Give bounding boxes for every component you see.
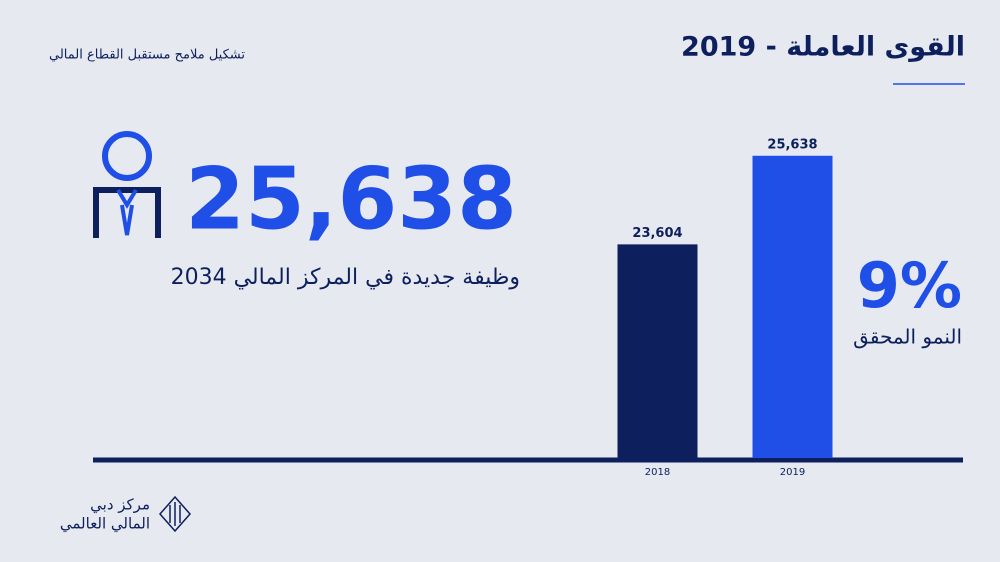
logo-line2: المالي العالمي — [60, 515, 150, 534]
bar — [752, 155, 833, 458]
growth-value: 9% — [857, 249, 962, 322]
headline-caption: 2034 وظيفة جديدة في المركز المالي — [171, 265, 520, 290]
bar — [617, 244, 698, 458]
growth-caption: النمو المحقق — [853, 325, 962, 349]
value-label: 25,638 — [767, 137, 817, 152]
title: 2019 - القوى العاملة — [681, 32, 965, 63]
value-label: 23,604 — [632, 226, 682, 241]
logo: مركز دبي المالي العالمي — [60, 495, 192, 534]
subtitle: تشكيل ملامح مستقبل القطاع المالي — [49, 48, 245, 63]
x-tick-label: 2019 — [780, 467, 805, 478]
logo-line1: مركز دبي — [90, 496, 150, 515]
headline-value: 25,638 — [185, 149, 517, 249]
logo-mark — [158, 495, 192, 533]
person-icon — [93, 131, 161, 238]
x-tick-label: 2018 — [645, 467, 670, 478]
